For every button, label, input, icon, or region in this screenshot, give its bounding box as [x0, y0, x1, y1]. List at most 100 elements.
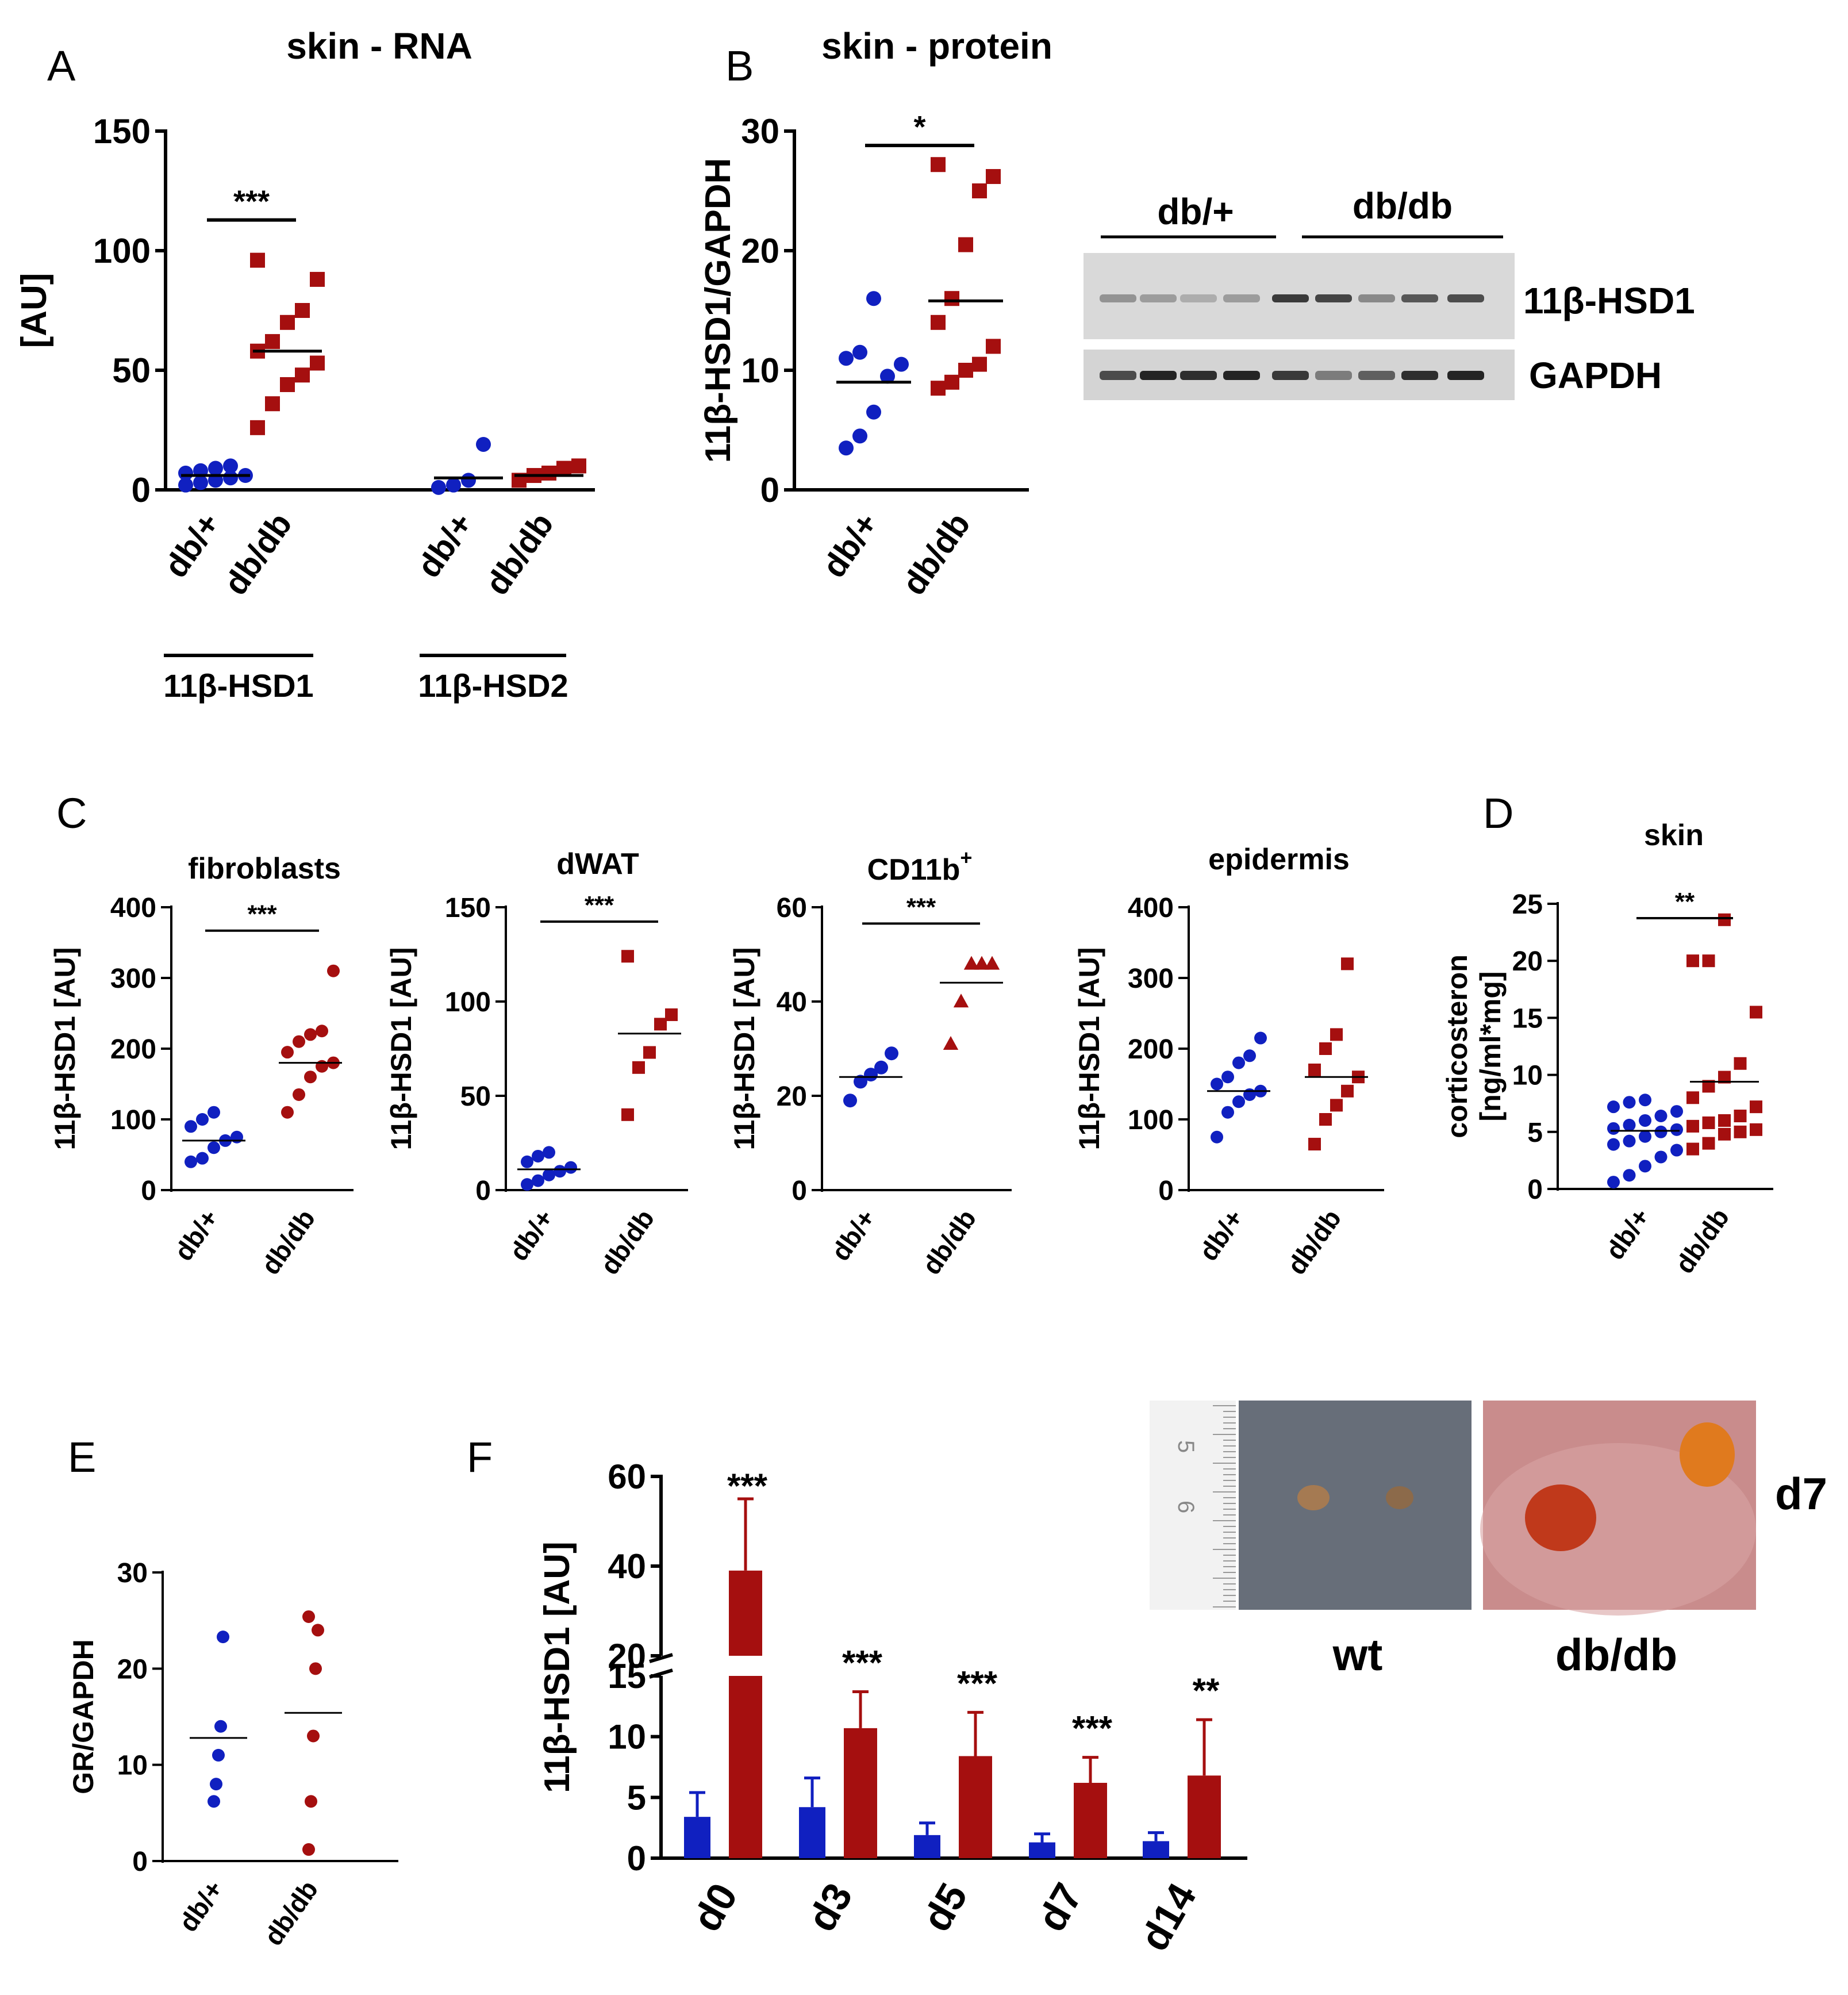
chart-panel-d: 0 5 10 15 20 25 corticosteron [ng/ml*mg] db/+ db/… — [1441, 888, 1773, 1279]
data-point — [265, 396, 280, 412]
blot-band — [1223, 294, 1260, 302]
data-point — [217, 1630, 229, 1644]
data-point — [1623, 1096, 1636, 1109]
bar — [959, 1756, 992, 1858]
blot-group-label-dbdb: db/db — [1353, 185, 1453, 227]
data-point — [196, 1152, 209, 1165]
bar — [1143, 1841, 1169, 1858]
x-tick-label: d0 — [684, 1876, 746, 1939]
blot-band — [1272, 294, 1309, 302]
data-point — [281, 1106, 294, 1119]
data-point — [1243, 1088, 1256, 1101]
data-point — [208, 1106, 220, 1119]
x-tick-label: db/+ — [1600, 1203, 1656, 1265]
blot-band — [1140, 294, 1177, 302]
y-axis-label: 11β-HSD1 [AU] — [49, 947, 81, 1150]
data-point — [280, 377, 295, 392]
data-point — [178, 465, 193, 481]
bar — [799, 1807, 825, 1858]
y-tick-label: 20 — [117, 1654, 148, 1685]
data-point — [1639, 1094, 1651, 1107]
data-point — [1639, 1160, 1651, 1173]
y-tick-label: 15 — [608, 1657, 646, 1695]
data-point — [1232, 1056, 1245, 1069]
ruler-mark-6: 6 — [1173, 1501, 1198, 1513]
y-axis-label: 11β-HSD1 [AU] — [1073, 947, 1105, 1150]
x-tick-label: db/db — [916, 1204, 982, 1280]
data-point — [541, 465, 556, 481]
data-point — [305, 1795, 317, 1808]
data-point — [316, 1060, 328, 1073]
data-point — [1686, 1119, 1699, 1133]
data-point — [839, 440, 854, 456]
photo-label-dbdb: db/db — [1555, 1629, 1677, 1680]
data-point — [972, 356, 987, 372]
panel-c2-title: dWAT — [556, 847, 639, 881]
data-point — [665, 1008, 678, 1021]
y-axis-label-line2: [ng/ml*mg] — [1474, 971, 1507, 1121]
panel-letter-f: F — [467, 1433, 493, 1481]
y-axis-label: [AU] — [14, 273, 54, 348]
data-point — [1211, 1077, 1223, 1091]
data-point — [1607, 1138, 1620, 1151]
data-point — [1308, 1138, 1321, 1151]
data-point — [1319, 1113, 1332, 1126]
panel-letter-c: C — [56, 789, 87, 837]
blot-band — [1272, 371, 1309, 380]
data-point — [307, 1729, 320, 1743]
blot-band-label-gapdh: GAPDH — [1529, 355, 1662, 396]
data-point — [974, 956, 990, 970]
blot-band — [1401, 294, 1438, 302]
y-tick-label: 400 — [110, 893, 156, 923]
bar — [1188, 1775, 1221, 1858]
data-point — [880, 369, 895, 384]
data-point — [843, 1094, 857, 1108]
data-point — [1670, 1105, 1683, 1118]
data-point — [265, 334, 280, 350]
y-tick-label: 5 — [1527, 1118, 1543, 1148]
photo-wt-wound-right — [1386, 1486, 1413, 1509]
data-point — [1319, 1042, 1332, 1055]
data-point — [1341, 957, 1354, 970]
y-tick-label: 10 — [117, 1751, 148, 1781]
y-tick-label: 20 — [741, 232, 779, 270]
data-point — [1702, 954, 1715, 968]
chart-panel-c-cd11b: 0 20 40 60 11β-HSD1 [AU] db/+ db/db *** — [728, 893, 1012, 1280]
data-point — [543, 1168, 555, 1181]
y-tick-label: 10 — [741, 351, 779, 390]
blot-bands — [1100, 294, 1484, 380]
chart-panel-c-epidermis: 0 100 200 300 400 11β-HSD1 [AU] db/+ db/db — [1073, 893, 1384, 1280]
y-tick-label: 10 — [1512, 1061, 1543, 1091]
data-point — [1686, 1091, 1699, 1104]
chart-panel-e: 0 10 20 30 GR/GAPDH db/+ db/db — [67, 1558, 398, 1951]
x-tick-label: db/+ — [1193, 1204, 1250, 1266]
data-point — [208, 1795, 220, 1808]
data-point — [564, 1161, 577, 1174]
data-point — [250, 420, 265, 435]
x-tick-label: db/+ — [815, 506, 886, 584]
data-point — [931, 381, 946, 396]
panel-a-title: skin - RNA — [286, 25, 472, 67]
photo-wt-shade — [1239, 1401, 1472, 1610]
data-point — [210, 1778, 222, 1791]
data-point — [1341, 1084, 1354, 1098]
y-tick-label: 200 — [1128, 1034, 1174, 1065]
data-point — [293, 1088, 305, 1101]
y-tick-label: 0 — [792, 1176, 807, 1206]
panel-letter-a: A — [47, 42, 76, 90]
data-point — [621, 950, 634, 963]
data-point — [1607, 1176, 1620, 1189]
significance-stars: *** — [247, 900, 277, 929]
significance-stars: *** — [585, 891, 614, 919]
bar — [729, 1676, 762, 1858]
x-tick-label: db/db — [594, 1204, 660, 1280]
blot-band — [1100, 371, 1136, 380]
data-point — [196, 1113, 209, 1126]
significance-stars: *** — [1072, 1709, 1113, 1748]
data-point — [1211, 1130, 1223, 1144]
data-point — [543, 1146, 555, 1159]
western-blot: db/+ db/db 11β-HSD1 GAPDH — [1084, 185, 1695, 400]
data-point — [839, 351, 854, 366]
data-point — [1718, 913, 1731, 926]
y-tick-label: 50 — [112, 351, 151, 390]
